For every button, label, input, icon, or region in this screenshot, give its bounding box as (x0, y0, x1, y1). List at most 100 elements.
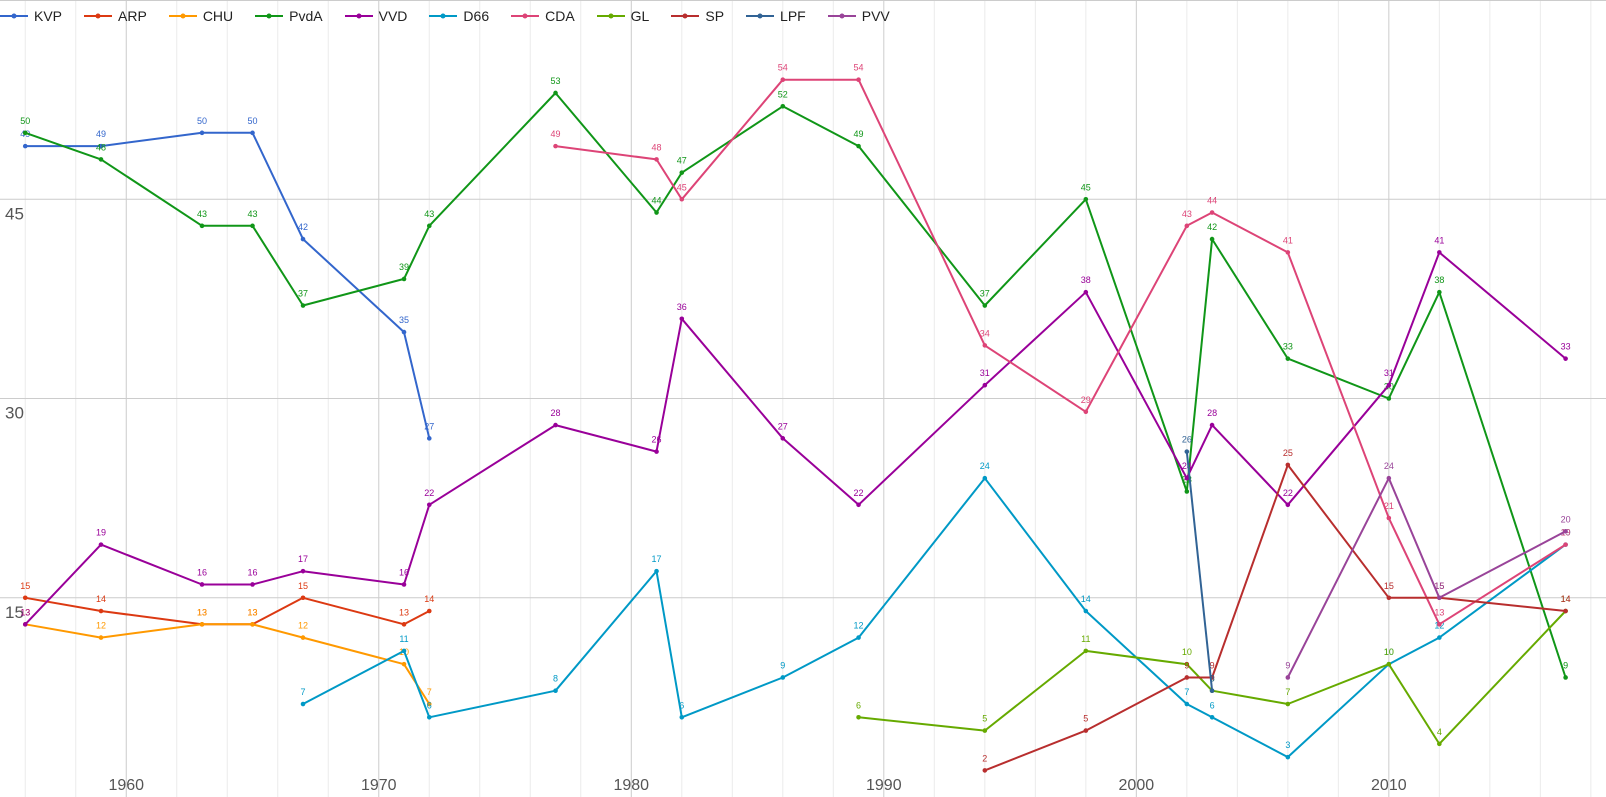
data-label: 27 (778, 421, 788, 431)
legend-item-arp[interactable]: ARP (84, 8, 147, 24)
data-label: 49 (854, 129, 864, 139)
data-point (1563, 542, 1568, 547)
data-label: 41 (1434, 235, 1444, 245)
data-point (1285, 754, 1291, 760)
data-label: 9 (1210, 660, 1215, 670)
data-point (300, 303, 306, 308)
data-label: 22 (854, 488, 864, 498)
data-point (654, 210, 659, 215)
legend-swatch (255, 13, 284, 19)
data-label: 21 (1384, 501, 1394, 511)
data-point (426, 223, 432, 229)
legend-item-pvda[interactable]: PvdA (255, 8, 323, 24)
data-label: 9 (1285, 660, 1290, 670)
data-label: 15 (20, 581, 30, 591)
data-label: 35 (399, 315, 409, 325)
data-point (780, 77, 786, 82)
data-label: 7 (1184, 687, 1189, 697)
data-label: 13 (20, 607, 30, 617)
legend-item-cda[interactable]: CDA (511, 8, 575, 24)
data-point (1184, 223, 1190, 229)
data-label: 14 (1081, 594, 1091, 604)
data-label: 9 (1563, 660, 1568, 670)
data-point (679, 196, 685, 202)
data-point (1184, 661, 1190, 667)
data-point (1083, 196, 1089, 202)
data-label: 14 (1561, 594, 1571, 604)
data-point (300, 595, 306, 601)
data-point (1083, 409, 1089, 415)
data-label: 31 (1384, 368, 1394, 378)
legend-label: SP (705, 8, 725, 24)
data-point (780, 675, 786, 680)
data-label: 42 (1207, 222, 1217, 232)
data-label: 19 (96, 528, 106, 538)
data-point (1209, 422, 1215, 428)
data-label: 33 (1283, 342, 1293, 352)
data-point (856, 143, 861, 149)
legend-item-d66[interactable]: D66 (429, 8, 489, 24)
data-label: 15 (1434, 581, 1444, 591)
series-kvp: 49495050423527 (20, 116, 434, 441)
data-label: 52 (778, 89, 788, 99)
legend-item-lpf[interactable]: LPF (746, 8, 806, 24)
y-tick-label: 45 (5, 204, 24, 223)
legend-swatch (596, 13, 625, 19)
data-label: 12 (298, 621, 308, 631)
legend-item-kvp[interactable]: KVP (0, 8, 62, 24)
legend-item-vvd[interactable]: VVD (344, 8, 407, 24)
data-point (98, 608, 104, 614)
data-point (250, 223, 255, 229)
legend-swatch (429, 13, 458, 19)
data-point (1563, 608, 1568, 614)
data-point (1209, 688, 1215, 694)
data-point (856, 77, 861, 82)
data-label: 29 (1081, 395, 1091, 405)
legend-swatch (671, 13, 700, 19)
data-point (98, 143, 104, 149)
data-label: 6 (856, 700, 861, 710)
legend-label: LPF (780, 8, 806, 24)
data-point (426, 608, 432, 614)
data-point (250, 130, 255, 136)
data-point (98, 635, 104, 640)
data-label: 6 (679, 700, 684, 710)
series-line (555, 78, 1567, 626)
data-point (1437, 595, 1442, 601)
data-point (401, 582, 407, 587)
x-tick-label: 2000 (1119, 777, 1155, 794)
series-line (24, 251, 1567, 625)
data-label: 8 (1210, 674, 1215, 684)
data-point (426, 502, 432, 508)
data-point (1184, 489, 1190, 494)
data-point (1437, 635, 1442, 640)
data-point (1437, 741, 1442, 747)
legend-swatch (746, 13, 775, 19)
legend-item-chu[interactable]: CHU (168, 8, 233, 24)
data-label: 43 (197, 209, 207, 219)
data-point (199, 130, 205, 136)
data-point (982, 343, 988, 348)
legend-swatch (0, 13, 28, 19)
data-point (1083, 648, 1089, 654)
legend-label: D66 (463, 8, 490, 24)
data-point (654, 568, 659, 574)
legend-item-gl[interactable]: GL (596, 8, 649, 24)
data-point (1285, 502, 1291, 508)
data-label: 15 (1434, 581, 1444, 591)
legend-item-sp[interactable]: SP (671, 8, 724, 24)
data-label: 39 (399, 262, 409, 272)
data-point (401, 276, 407, 282)
data-point (250, 582, 255, 587)
data-point (982, 768, 988, 773)
legend-swatch (344, 13, 373, 19)
data-label: 49 (96, 129, 106, 139)
data-point (22, 130, 28, 136)
legend-item-pvv[interactable]: PVV (827, 8, 890, 24)
data-label: 13 (248, 607, 258, 617)
data-point (679, 316, 685, 322)
data-point (679, 715, 685, 720)
data-label: 31 (980, 368, 990, 378)
data-label: 6 (427, 700, 432, 710)
series-line (24, 92, 1567, 678)
